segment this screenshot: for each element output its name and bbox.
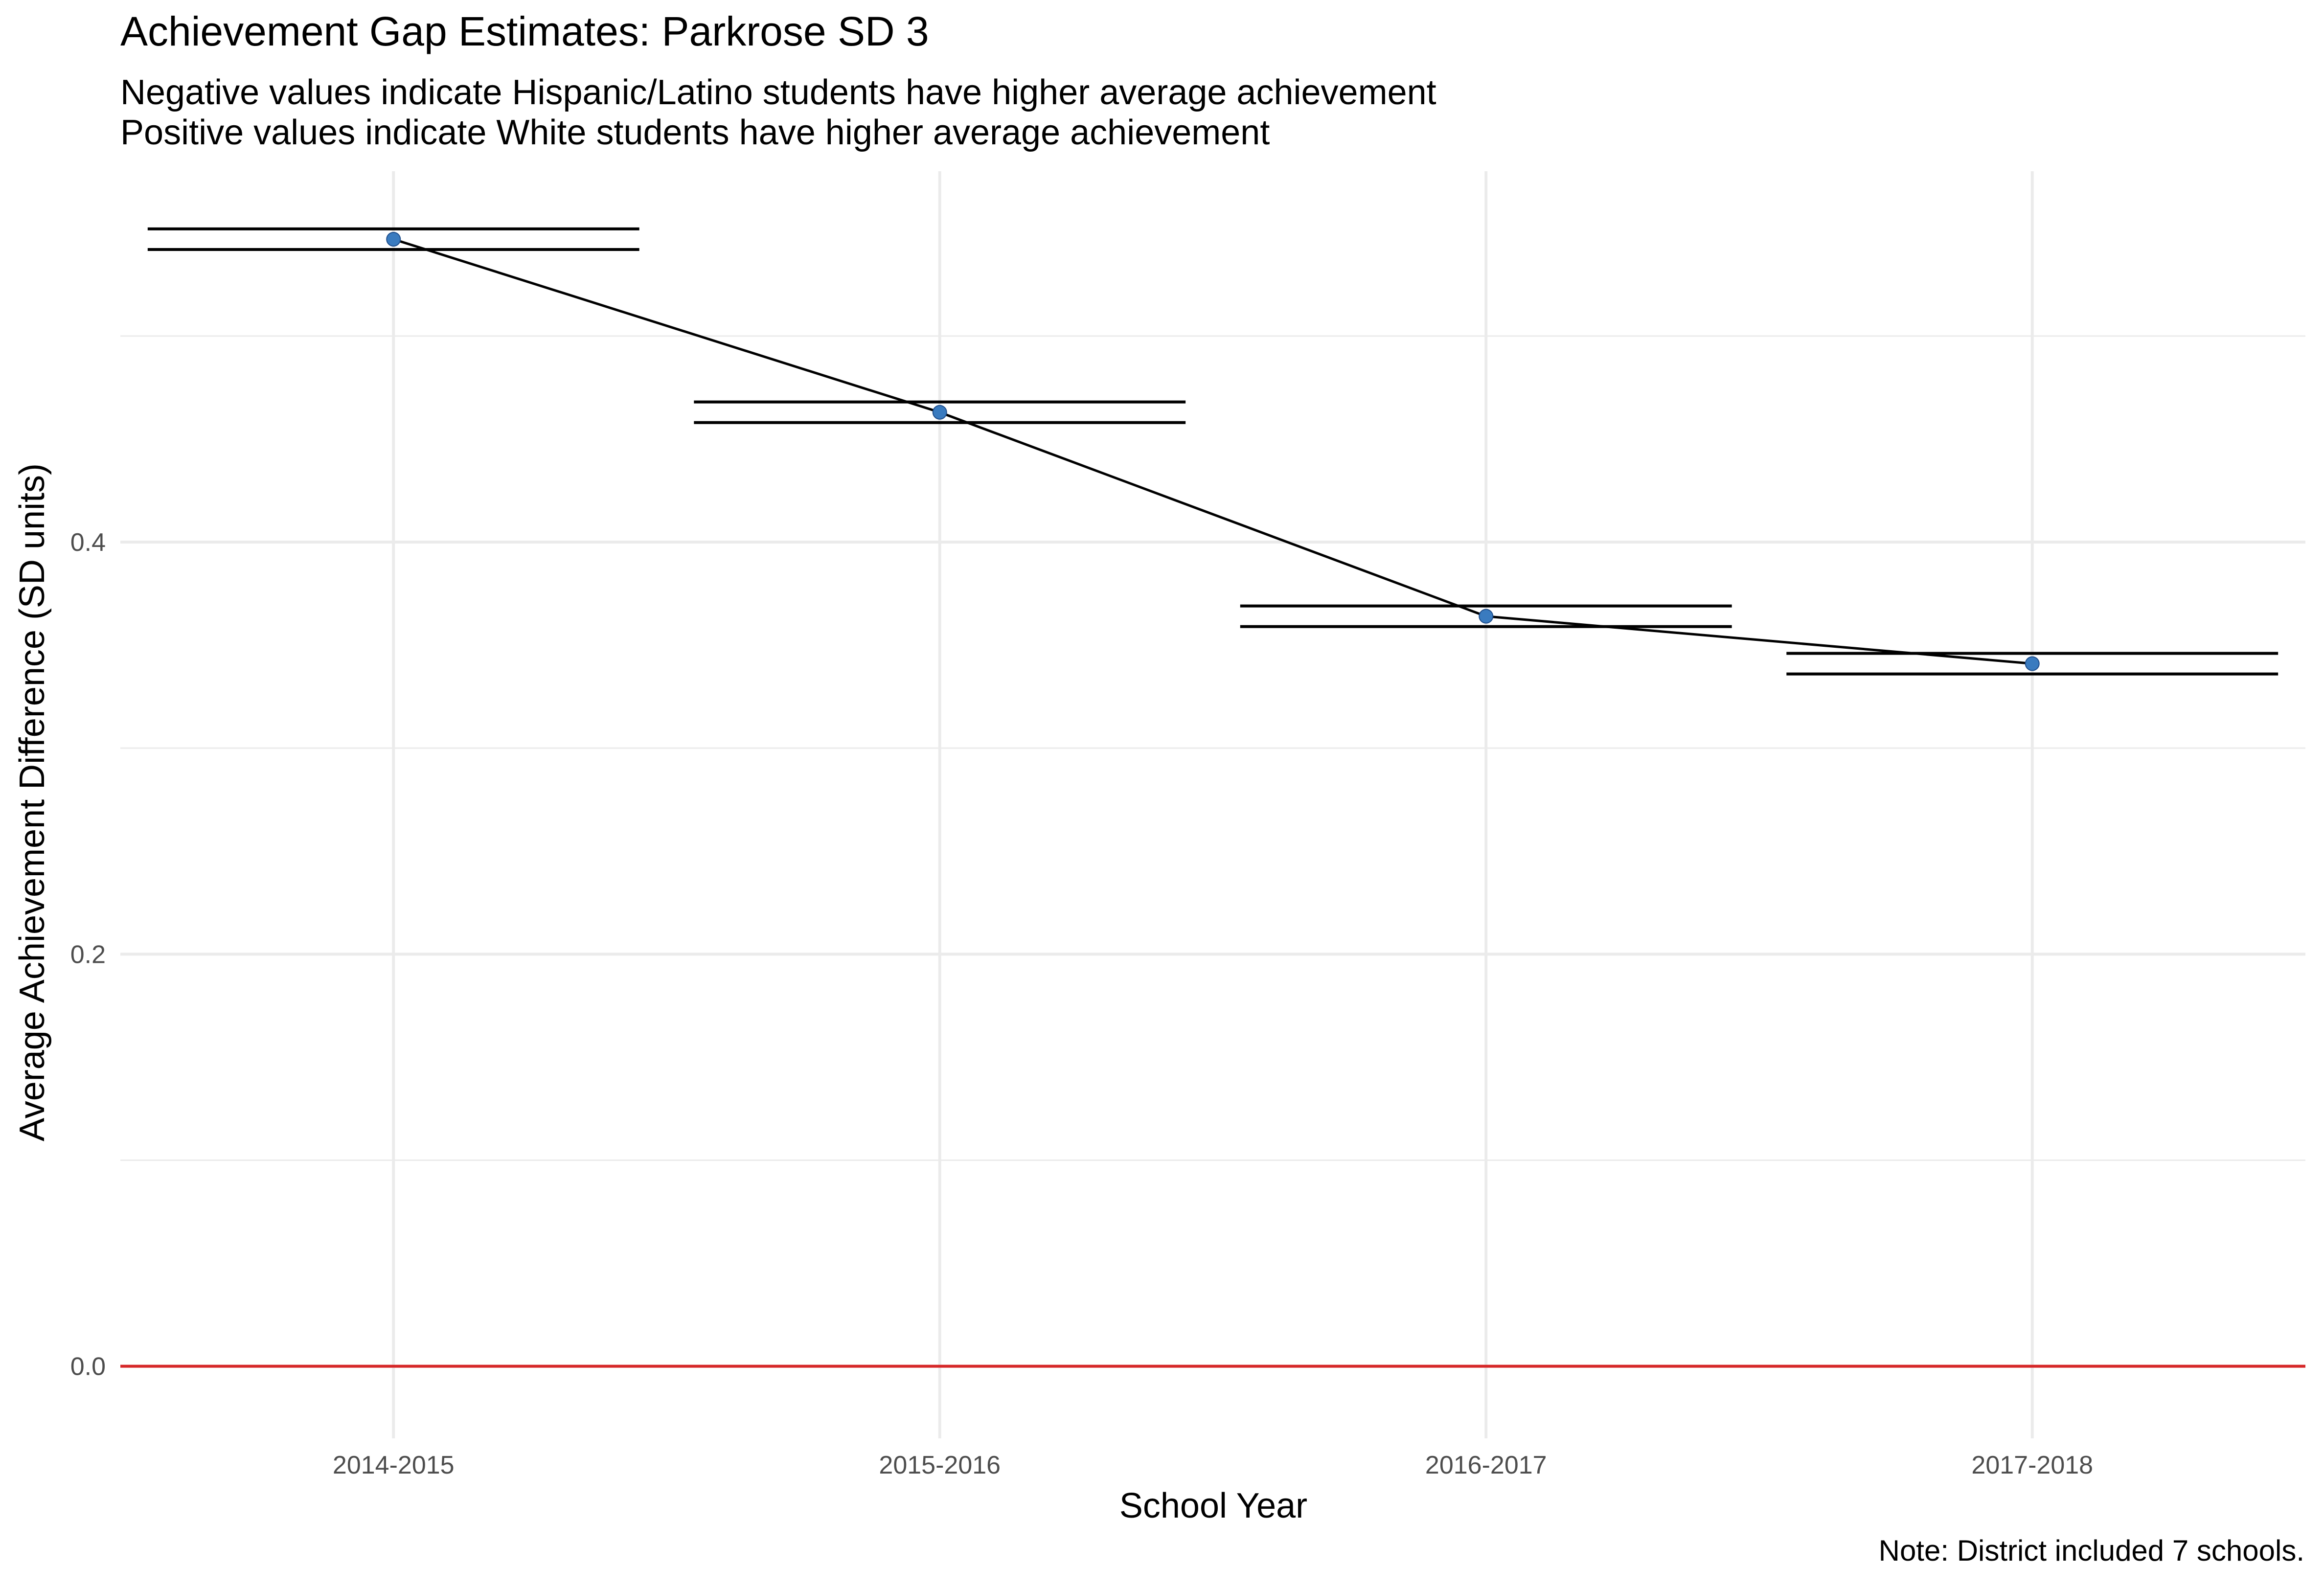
x-tick-label: 2017-2018: [1971, 1451, 2093, 1479]
data-point: [932, 405, 947, 420]
y-tick-label: 0.0: [70, 1353, 106, 1381]
grid-lines: [120, 171, 2305, 1438]
data-point: [386, 231, 401, 247]
x-axis-title: School Year: [1119, 1486, 1307, 1525]
chart-subtitle-line-1: Negative values indicate Hispanic/Latino…: [120, 73, 1436, 112]
chart-subtitle-line-2: Positive values indicate White students …: [120, 113, 1270, 152]
data-point: [1479, 609, 1494, 624]
chart-caption: Note: District included 7 schools.: [1878, 1534, 2304, 1567]
x-tick-label: 2016-2017: [1425, 1451, 1547, 1479]
y-axis-title: Average Achievement Difference (SD units…: [13, 463, 52, 1141]
chart-title: Achievement Gap Estimates: Parkrose SD 3: [120, 8, 929, 54]
data-point: [2025, 656, 2040, 671]
y-tick-label: 0.4: [70, 528, 106, 557]
x-tick-label: 2014-2015: [333, 1451, 455, 1479]
series-line: [393, 238, 2032, 665]
x-tick-label: 2015-2016: [879, 1451, 1001, 1479]
data-layer: [147, 227, 2278, 676]
tick-labels: 0.0 0.2 0.4 2014-2015 2015-2016 2016-2017 2017…: [70, 528, 2093, 1479]
y-tick-label: 0.2: [70, 940, 106, 969]
